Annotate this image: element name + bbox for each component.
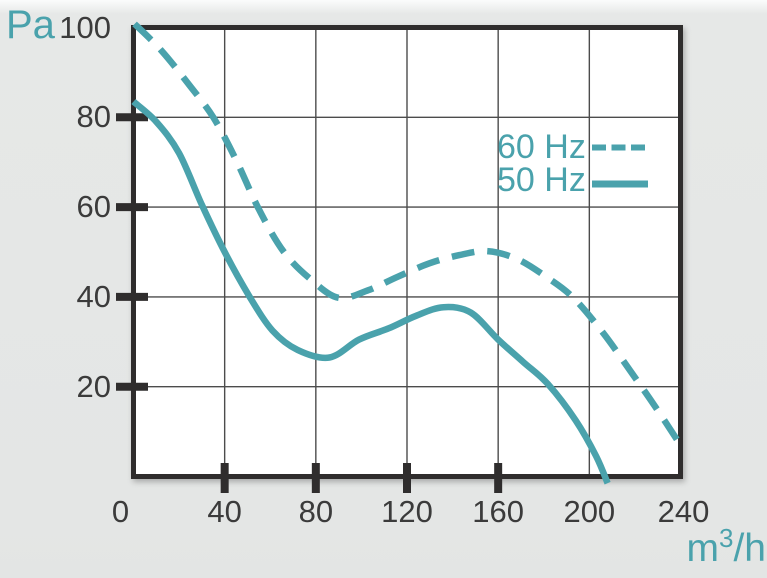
curve-50hz <box>131 99 611 485</box>
x-tick-label-120: 120 <box>381 494 433 529</box>
flow-unit-exponent: 3 <box>719 523 734 553</box>
y-tick-label-60: 60 <box>76 189 111 225</box>
legend-label-60hz: 60 Hz <box>497 128 586 166</box>
x-tick-label-0: 0 <box>111 494 130 529</box>
y-tick-label-100: 100 <box>59 9 111 45</box>
curve-60hz <box>132 21 684 447</box>
y-tick-label-20: 20 <box>76 368 111 404</box>
x-tick-label-240: 240 <box>657 494 710 529</box>
y-tick-label-40: 40 <box>76 278 111 314</box>
flow-unit-base: m <box>686 527 720 570</box>
x-tick-label-160: 160 <box>472 494 525 529</box>
x-tick-label-40: 40 <box>207 494 242 529</box>
axis-tick-marks <box>116 113 503 493</box>
x-tick-label-80: 80 <box>298 494 334 529</box>
y-axis-unit-label: Pa <box>6 3 55 47</box>
data-curves <box>131 21 684 485</box>
gridlines <box>136 30 678 474</box>
y-tick-label-80: 80 <box>76 99 111 135</box>
flow-unit-rest: /h <box>733 527 766 570</box>
x-tick-label-200: 200 <box>563 494 616 529</box>
legend-label-50hz: 50 Hz <box>497 161 586 199</box>
x-axis-unit-label: m3/h <box>606 525 767 571</box>
